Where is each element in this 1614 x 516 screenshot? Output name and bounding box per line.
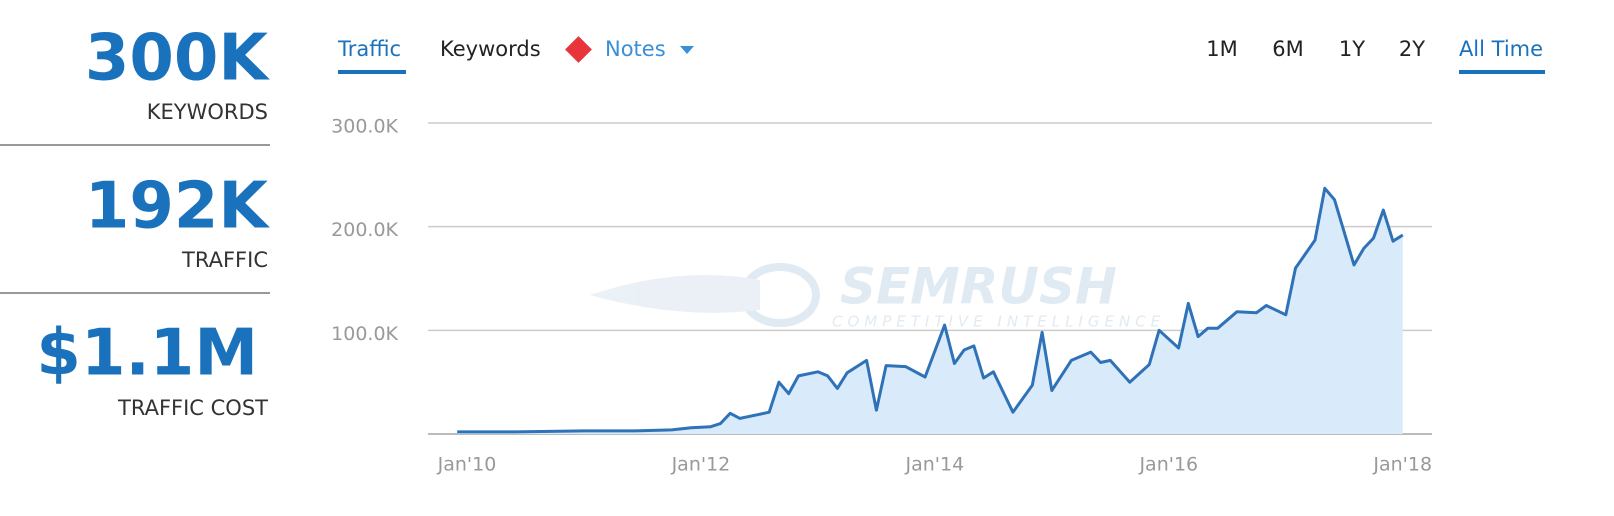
range-button[interactable]: 2Y [1399, 37, 1425, 61]
y-tick-label: 200.0K [331, 219, 398, 241]
y-tick-label: 300.0K [331, 116, 398, 138]
chart: 100.0K 200.0K 300.0K Jan'10 Jan'12 Jan'14 Jan'… [331, 116, 1432, 476]
x-tick-label: Jan'10 [437, 454, 497, 476]
range-button-active[interactable]: All Time [1459, 37, 1543, 61]
tab-underline [338, 70, 406, 74]
stat-value: $1.1M [36, 317, 258, 391]
watermark-logo [590, 275, 760, 313]
x-tick-label: Jan'14 [905, 454, 965, 476]
y-tick-label: 100.0K [331, 323, 398, 345]
tab-active[interactable]: Traffic [337, 37, 401, 61]
watermark-logo [740, 263, 820, 327]
stat-value: 192K [85, 170, 271, 244]
notes-icon [565, 36, 592, 63]
dropdown-arrow [680, 46, 694, 54]
range-button[interactable]: 1Y [1339, 37, 1365, 61]
range-button[interactable]: 6M [1272, 37, 1303, 61]
x-tick-label: Jan'18 [1372, 454, 1432, 476]
watermark-brand: SEMRUSH [840, 258, 1117, 316]
stats-panel: 300K KEYWORDS 192K TRAFFIC $1.1M TRAFFIC… [0, 22, 270, 420]
x-tick-label: Jan'12 [671, 454, 731, 476]
x-tick-label: Jan'16 [1138, 454, 1198, 476]
notes-dropdown[interactable]: Notes [605, 37, 666, 61]
range-underline [1459, 70, 1545, 74]
watermark-tagline: COMPETITIVE INTELLIGENCE [832, 313, 1165, 331]
watermark: SEMRUSH COMPETITIVE INTELLIGENCE [590, 258, 1165, 331]
toolbar: Traffic Keywords Notes 1M 6M 1Y 2Y All T… [337, 36, 1545, 74]
stat-label: TRAFFIC [181, 248, 268, 272]
tab[interactable]: Keywords [440, 37, 541, 61]
stat-label: TRAFFIC COST [117, 396, 268, 420]
stat-label: KEYWORDS [147, 100, 268, 124]
line [457, 186, 1404, 434]
range-button[interactable]: 1M [1206, 37, 1237, 61]
area [457, 188, 1403, 434]
stat-value: 300K [85, 22, 271, 96]
